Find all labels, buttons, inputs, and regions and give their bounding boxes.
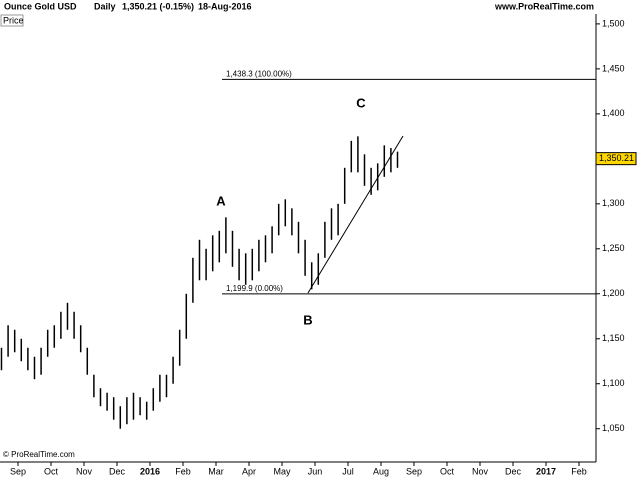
- x-tick-label: 2017: [536, 466, 556, 476]
- annotation: B: [303, 312, 312, 327]
- x-tick-label: Feb: [175, 466, 191, 476]
- x-tick-label: Jun: [308, 466, 323, 476]
- x-tick-label: Mar: [208, 466, 224, 476]
- annotation: A: [216, 193, 226, 208]
- y-tick-label: 1,300: [602, 198, 625, 208]
- y-tick-label: 1,500: [602, 18, 625, 28]
- y-tick-label: 1,150: [602, 333, 625, 343]
- fib-level-label: 1,199.9 (0.00%): [226, 284, 283, 293]
- source: www.ProRealTime.com: [494, 1, 594, 11]
- x-tick-label: Aug: [373, 466, 389, 476]
- pane-label: Price: [3, 15, 24, 25]
- y-tick-label: 1,100: [602, 378, 625, 388]
- annotation: C: [356, 95, 366, 110]
- y-tick-label: 1,050: [602, 423, 625, 433]
- x-tick-label: Sep: [406, 466, 422, 476]
- copyright: © ProRealTime.com: [3, 450, 75, 459]
- last-price-box: [595, 152, 637, 166]
- last-text: 1,350.21 (-0.15%): [122, 1, 194, 11]
- x-tick-label: Jul: [342, 466, 354, 476]
- last-price-label: 1,350.21: [599, 153, 634, 163]
- x-tick-label: Oct: [44, 466, 59, 476]
- x-tick-label: Feb: [571, 466, 587, 476]
- chart-title: Ounce Gold USD: [4, 1, 77, 11]
- x-tick-label: 2016: [140, 466, 160, 476]
- x-tick-label: Dec: [109, 466, 126, 476]
- x-tick-label: Nov: [76, 466, 93, 476]
- x-tick-label: Oct: [440, 466, 455, 476]
- y-tick-label: 1,200: [602, 288, 625, 298]
- x-tick-label: Sep: [10, 466, 26, 476]
- pane-label-box: [0, 14, 24, 27]
- x-tick-label: Nov: [472, 466, 489, 476]
- fib-level-label: 1,438.3 (100.00%): [226, 70, 292, 79]
- trend-line: [307, 135, 404, 294]
- date: 18-Aug-2016: [198, 1, 252, 11]
- x-tick-label: May: [273, 466, 291, 476]
- y-tick-label: 1,450: [602, 63, 625, 73]
- y-tick-label: 1,400: [602, 108, 625, 118]
- x-tick-label: Apr: [242, 466, 256, 476]
- x-tick-label: Dec: [505, 466, 522, 476]
- y-tick-label: 1,250: [602, 243, 625, 253]
- period: Daily: [94, 1, 116, 11]
